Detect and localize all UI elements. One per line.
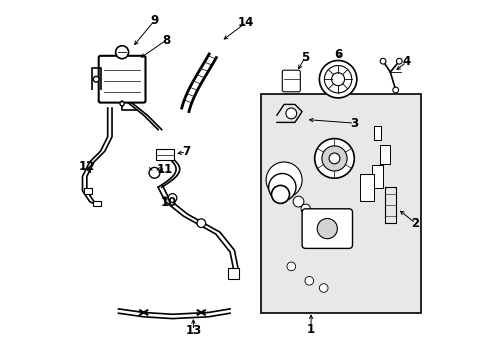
Text: 7: 7 — [182, 145, 190, 158]
Circle shape — [331, 73, 344, 86]
FancyBboxPatch shape — [302, 209, 352, 248]
Circle shape — [396, 58, 401, 64]
Circle shape — [149, 167, 160, 178]
Circle shape — [308, 214, 316, 222]
Bar — [371, 165, 383, 188]
Circle shape — [268, 174, 295, 201]
Text: 2: 2 — [410, 217, 419, 230]
Circle shape — [301, 204, 310, 213]
Circle shape — [168, 194, 177, 202]
Text: 11: 11 — [157, 163, 173, 176]
Bar — [373, 126, 381, 140]
Text: 1: 1 — [306, 323, 315, 336]
Circle shape — [320, 223, 326, 230]
Circle shape — [319, 60, 356, 98]
Bar — [93, 201, 101, 206]
Circle shape — [321, 146, 346, 171]
Circle shape — [317, 219, 337, 239]
Bar — [156, 149, 174, 160]
Circle shape — [305, 276, 313, 285]
Bar — [84, 188, 91, 194]
Bar — [359, 174, 373, 201]
Text: 8: 8 — [162, 34, 170, 47]
Circle shape — [380, 58, 385, 64]
Bar — [380, 145, 389, 164]
Text: 12: 12 — [79, 160, 95, 173]
Circle shape — [265, 162, 302, 198]
Circle shape — [115, 46, 128, 59]
Circle shape — [197, 219, 205, 228]
Text: 6: 6 — [334, 48, 342, 60]
Bar — [260, 94, 420, 313]
Text: 14: 14 — [238, 16, 254, 29]
Circle shape — [93, 76, 99, 82]
Text: 9: 9 — [150, 14, 158, 27]
Circle shape — [292, 196, 303, 207]
Circle shape — [271, 185, 289, 203]
Text: 3: 3 — [349, 117, 358, 130]
FancyBboxPatch shape — [282, 70, 300, 92]
Text: 10: 10 — [161, 196, 177, 209]
Bar — [228, 268, 239, 279]
Text: 5: 5 — [300, 51, 308, 64]
Circle shape — [120, 102, 124, 106]
Circle shape — [319, 284, 327, 292]
Circle shape — [324, 66, 351, 93]
FancyBboxPatch shape — [99, 56, 145, 103]
Text: 4: 4 — [402, 55, 410, 68]
Text: 13: 13 — [185, 324, 201, 337]
Circle shape — [328, 153, 339, 164]
Circle shape — [314, 139, 354, 178]
Circle shape — [392, 87, 398, 93]
Circle shape — [286, 262, 295, 271]
Circle shape — [285, 108, 296, 119]
Circle shape — [330, 230, 337, 238]
